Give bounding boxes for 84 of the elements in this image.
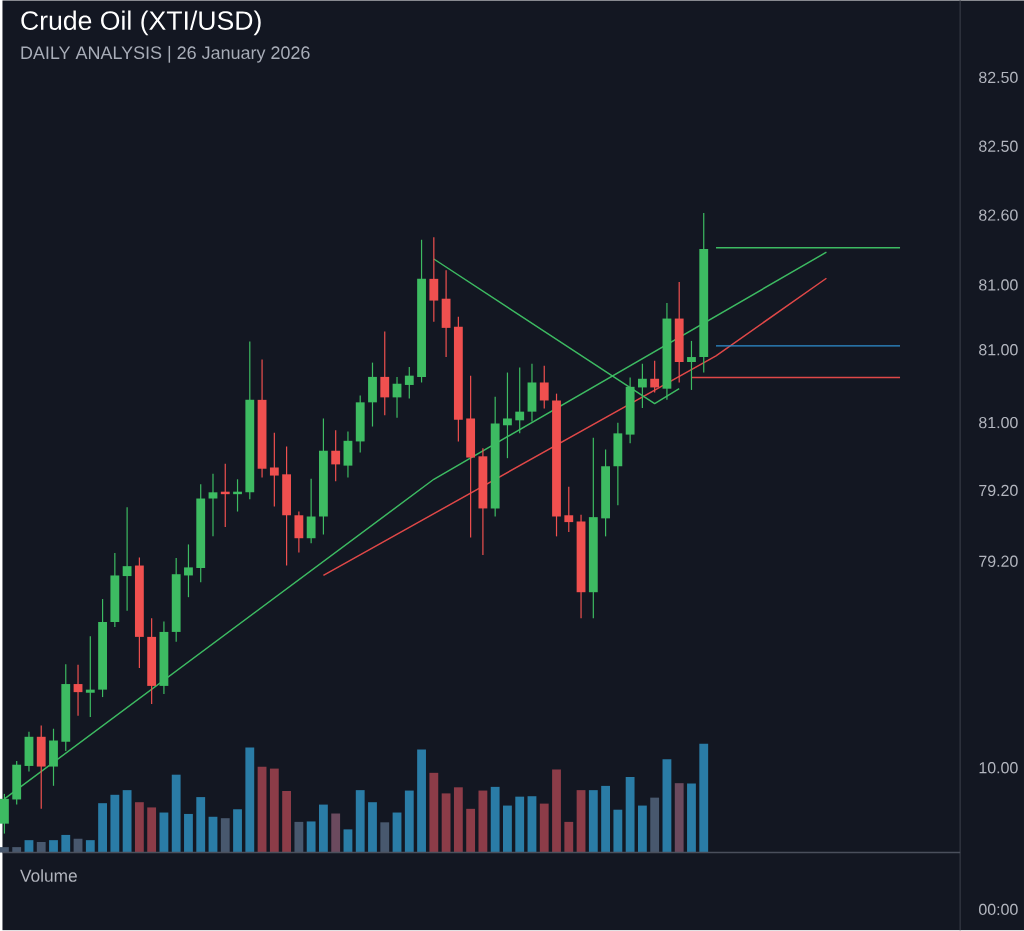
bar (429, 772, 439, 853)
bar (355, 790, 365, 853)
bar (637, 805, 647, 853)
candlestick (306, 478, 316, 544)
bar (625, 776, 635, 853)
bar (331, 813, 341, 853)
chart-subtitle: DAILY ANALYSIS | 26 January 2026 (21, 45, 310, 63)
bar (601, 785, 610, 853)
bar (306, 821, 316, 853)
candlestick (269, 432, 279, 508)
bar (294, 821, 304, 853)
bar (245, 747, 255, 853)
bar (552, 769, 561, 853)
bar (318, 804, 328, 853)
bar (564, 821, 574, 853)
candlestick (73, 664, 83, 717)
bar (122, 790, 132, 853)
candlestick (380, 331, 390, 416)
bar (453, 787, 463, 853)
text: 82.50 (979, 71, 1018, 84)
bar (49, 840, 58, 853)
bar (134, 802, 144, 853)
text: 82.50 (979, 140, 1018, 152)
bar (490, 786, 500, 853)
bar (539, 803, 549, 853)
bar (147, 807, 157, 853)
candlestick (184, 543, 193, 598)
bar (687, 783, 696, 853)
candlestick (539, 365, 549, 410)
bar (12, 847, 22, 853)
bar (674, 783, 684, 853)
bar (503, 805, 512, 853)
bar (257, 766, 267, 853)
text: 10.00 (979, 762, 1018, 774)
bar (527, 796, 537, 853)
bar (588, 790, 598, 853)
bar (368, 802, 377, 853)
text: 81.00 (979, 279, 1018, 291)
candlestick (515, 367, 525, 434)
candlestick (404, 366, 414, 400)
bar (184, 813, 193, 853)
bar (343, 829, 353, 853)
bar (220, 818, 230, 853)
candlestick (85, 635, 95, 718)
bar (282, 791, 292, 853)
bar (171, 774, 181, 853)
bar (650, 797, 660, 853)
text: 82.60 (979, 209, 1018, 221)
bar (699, 743, 709, 853)
bar (269, 768, 279, 853)
candlestick (687, 340, 696, 391)
text: 81.00 (979, 344, 1018, 356)
bar (613, 809, 623, 853)
bar (110, 794, 120, 853)
bar (478, 790, 488, 853)
bar (466, 808, 476, 853)
bar (98, 803, 107, 853)
bar (515, 796, 525, 853)
bar (0, 847, 9, 853)
candlestick (564, 486, 574, 533)
candlestick (208, 473, 218, 537)
candlestick (122, 506, 132, 612)
bar (233, 809, 242, 853)
text: 79.20 (979, 484, 1018, 497)
candlestick (294, 510, 304, 554)
candlestick (503, 371, 512, 459)
bar (576, 790, 586, 853)
bar (85, 840, 95, 853)
chart-title: Crude Oil (XTI/USD) (21, 10, 261, 36)
bar (417, 749, 426, 853)
bar (441, 793, 451, 853)
text: 79.20 (979, 555, 1018, 567)
text: 00:00 (979, 903, 1018, 916)
candlestick (331, 429, 341, 482)
candlestick (650, 360, 660, 394)
bar (61, 834, 71, 853)
bar (196, 797, 206, 853)
bar (36, 842, 46, 853)
bar (404, 790, 414, 853)
bar (380, 822, 390, 853)
text: 81.00 (979, 416, 1018, 429)
candlestick (429, 236, 439, 323)
text: Volume (20, 869, 77, 882)
bar (662, 759, 672, 853)
